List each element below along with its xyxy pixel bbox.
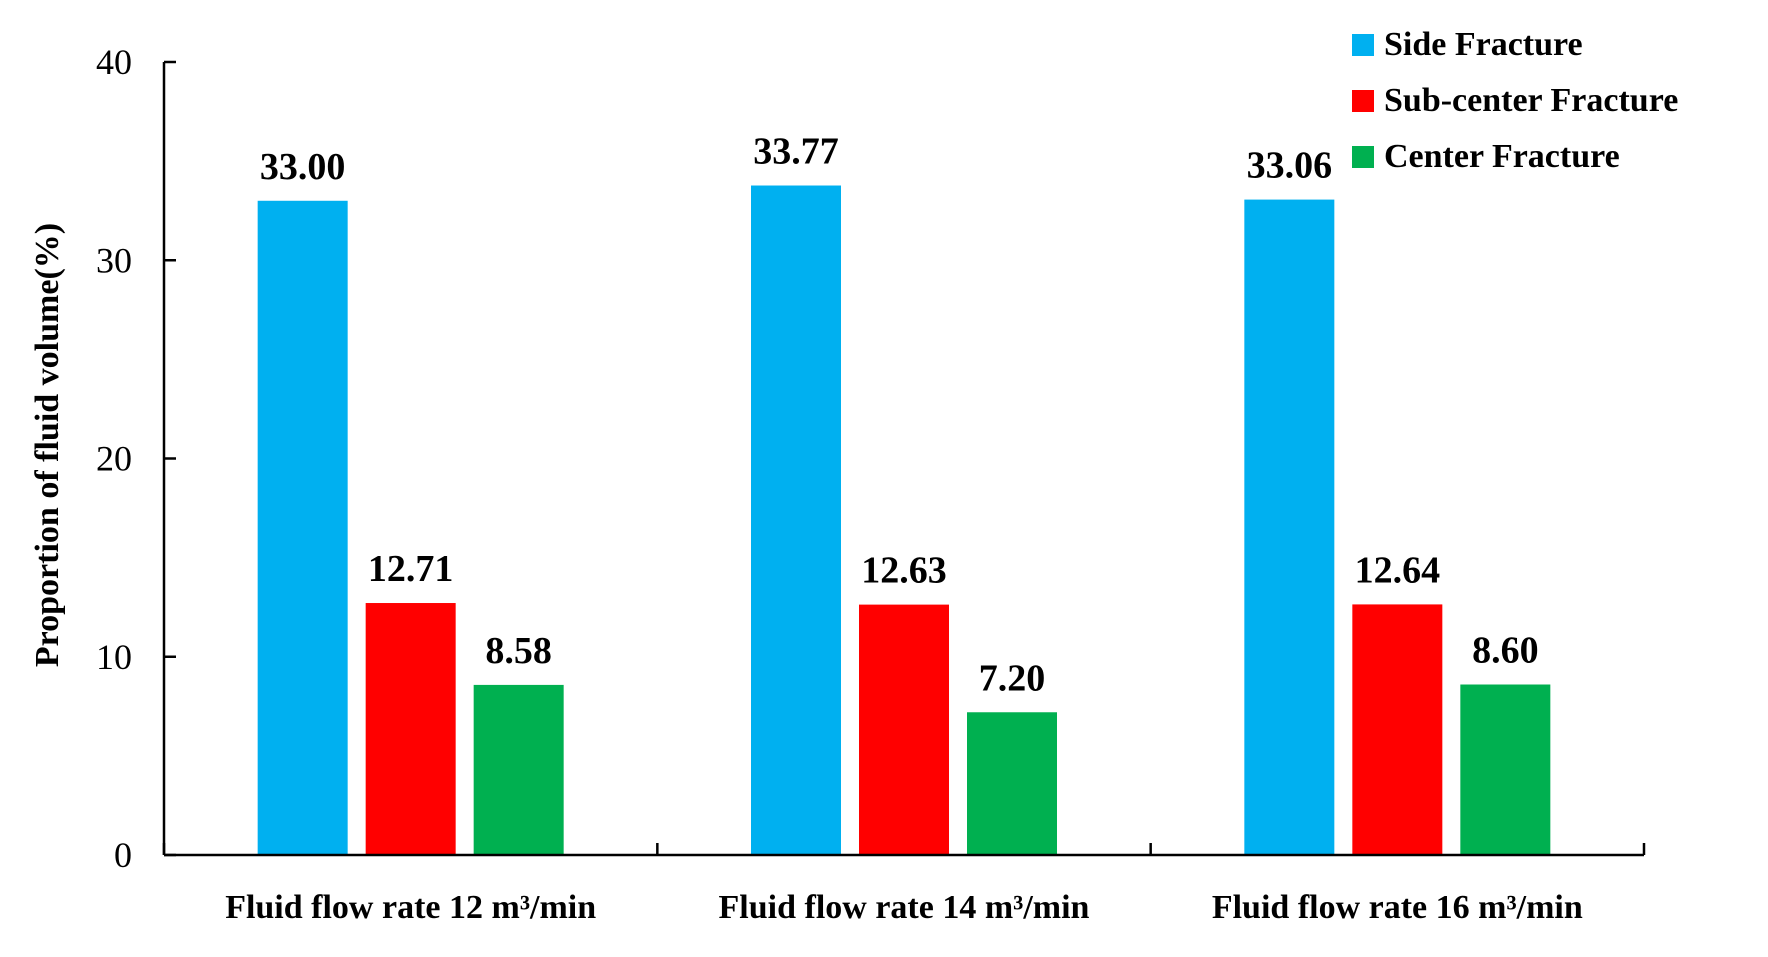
data-label: 12.64 <box>1355 549 1441 591</box>
legend-label: Sub-center Fracture <box>1384 82 1678 119</box>
x-tick-label: Fluid flow rate 16 m³/min <box>1212 889 1583 926</box>
bar-side-fracture-2 <box>751 185 841 855</box>
axes-group: 0 10 20 30 40 Fluid flow rate 12 m³/min Fluid … <box>96 42 1646 926</box>
x-tick-label: Fluid flow rate 14 m³/min <box>719 889 1090 926</box>
data-label: 8.58 <box>485 630 552 672</box>
y-axis-label: Proportion of fluid volume(%) <box>29 223 66 667</box>
legend-swatch <box>1352 146 1374 168</box>
data-label: 33.00 <box>260 146 346 188</box>
bar-center-fracture-2 <box>967 712 1057 855</box>
y-tick-label: 20 <box>96 439 132 479</box>
data-label: 12.71 <box>368 548 454 590</box>
y-tick-label: 0 <box>114 835 132 875</box>
legend: Side Fracture Sub-center Fracture Center F… <box>1352 26 1678 175</box>
data-label: 33.06 <box>1247 145 1333 187</box>
bar-center-fracture-3 <box>1460 684 1551 855</box>
bar-sub-center-fracture-3 <box>1352 604 1443 855</box>
bars-group <box>257 185 1551 855</box>
y-tick-label: 40 <box>96 42 132 82</box>
data-label: 7.20 <box>979 657 1046 699</box>
data-label: 8.60 <box>1472 630 1539 672</box>
data-label: 12.63 <box>861 550 947 592</box>
y-tick-label: 10 <box>96 637 132 677</box>
legend-label: Center Fracture <box>1384 138 1620 175</box>
data-label: 33.77 <box>753 131 839 173</box>
data-labels-group: 33.00 33.77 33.06 12.71 12.63 12.64 8.58 7.20 8.… <box>260 131 1539 700</box>
bar-center-fracture-1 <box>473 684 564 855</box>
x-tick-label: Fluid flow rate 12 m³/min <box>225 889 596 926</box>
legend-label: Side Fracture <box>1384 26 1583 63</box>
bar-side-fracture-3 <box>1244 199 1335 855</box>
legend-swatch <box>1352 90 1374 112</box>
bar-sub-center-fracture-1 <box>365 603 456 855</box>
bar-sub-center-fracture-2 <box>859 604 949 855</box>
bar-side-fracture-1 <box>257 200 348 855</box>
legend-swatch <box>1352 34 1374 56</box>
y-tick-label: 30 <box>96 240 132 280</box>
